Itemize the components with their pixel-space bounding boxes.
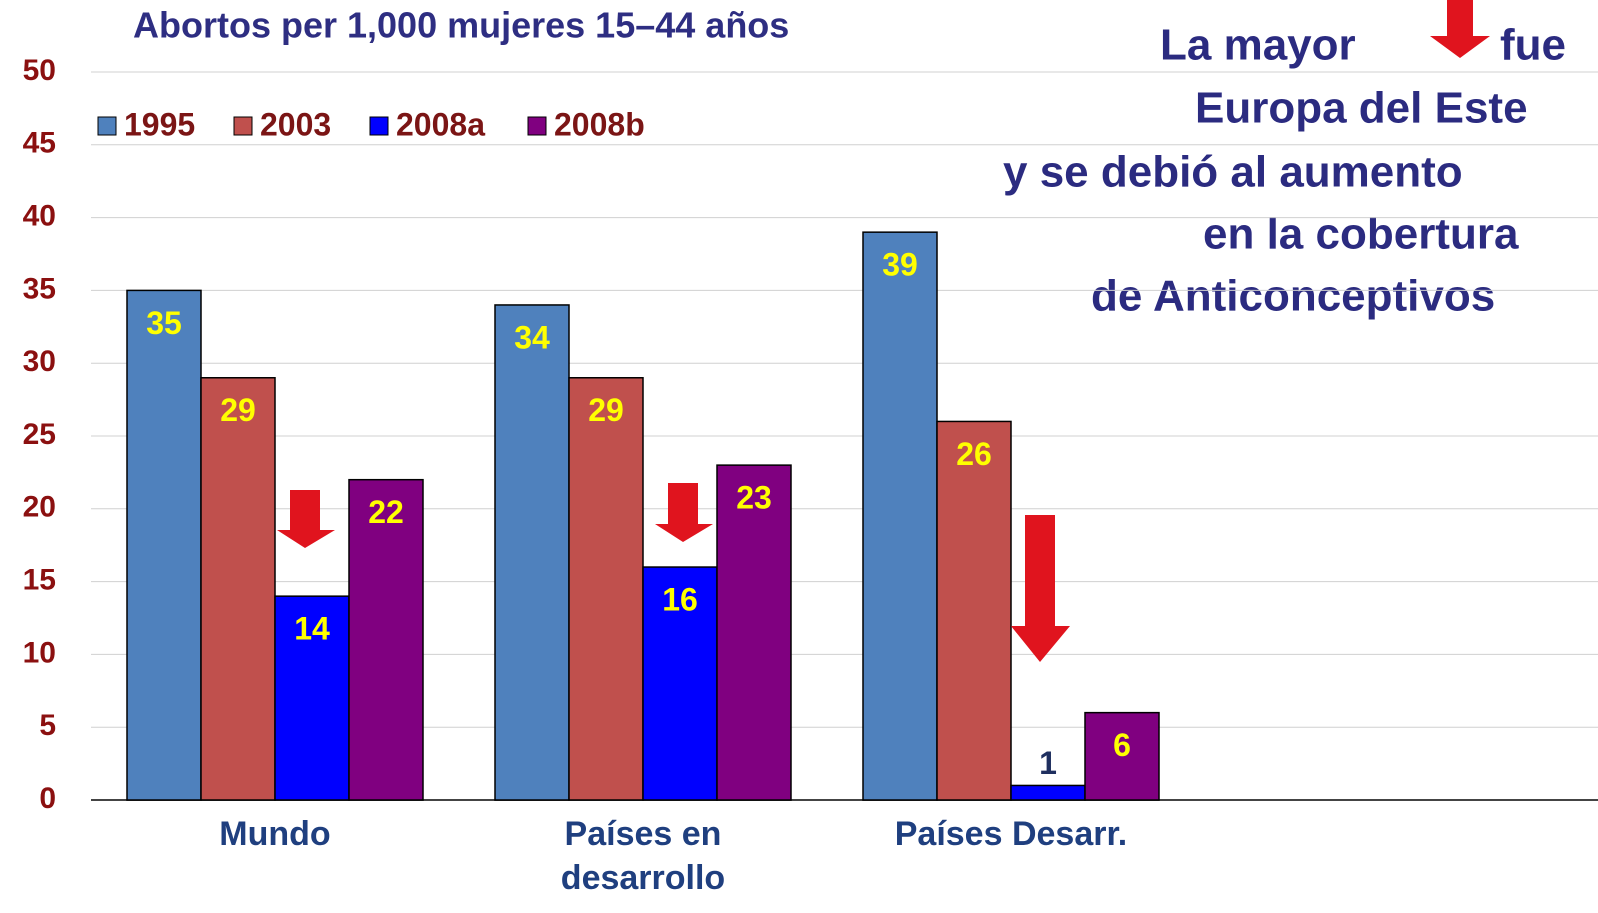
y-tick-label: 15: [23, 564, 56, 597]
y-tick-label: 40: [23, 200, 56, 233]
bar: [568, 377, 644, 801]
x-tick-label: Países Desarr.: [894, 815, 1128, 853]
legend-swatch: [369, 116, 389, 136]
bar: [348, 478, 424, 801]
legend-swatch: [233, 116, 253, 136]
value-label: 35: [146, 305, 182, 341]
bar: [936, 420, 1012, 801]
legend-swatch: [97, 116, 117, 136]
value-label: 29: [588, 392, 624, 428]
arrow: [1430, 0, 1490, 58]
annotation-line: y se debió al aumento: [1003, 148, 1463, 197]
bar: [716, 464, 792, 801]
bar: [494, 304, 570, 801]
chart-title: Abortos per 1,000 mujeres 15–44 años: [133, 5, 789, 46]
arrow: [277, 490, 335, 548]
y-tick-label: 10: [23, 636, 56, 669]
value-label: 6: [1113, 727, 1131, 763]
annotation: La mayor fue Europa del Este y se debió …: [1003, 21, 1566, 321]
annotation-line: en la cobertura: [1203, 210, 1519, 259]
value-label: 34: [514, 319, 550, 355]
x-tick-label: Países en desarrollo: [560, 815, 726, 897]
bar: [642, 566, 718, 801]
x-tick-label: Mundo: [219, 815, 331, 853]
annotation-line: La mayor: [1160, 21, 1356, 70]
y-tick-label: 35: [23, 272, 56, 305]
bar: [126, 289, 202, 801]
legend-label: 2008a: [396, 106, 485, 142]
arrow: [1011, 515, 1070, 662]
y-tick-label: 25: [23, 418, 56, 451]
bar: [200, 377, 276, 801]
legend-swatch: [527, 116, 547, 136]
bar: [862, 231, 938, 801]
value-label: 14: [294, 611, 330, 647]
annotation-line: fue: [1500, 21, 1566, 70]
annotation-line: Europa del Este: [1195, 84, 1528, 133]
y-tick-label: 45: [23, 127, 56, 160]
legend-label: 2008b: [554, 106, 645, 142]
value-label: 29: [220, 392, 256, 428]
y-tick-label: 0: [39, 782, 56, 815]
value-label: 1: [1039, 745, 1057, 781]
y-tick-label: 20: [23, 491, 56, 524]
bar: [274, 595, 350, 801]
legend-label: 2003: [260, 106, 331, 142]
y-tick-label: 5: [39, 709, 56, 742]
value-label: 26: [956, 436, 992, 472]
value-label: 22: [368, 494, 404, 530]
y-tick-label: 50: [23, 54, 56, 87]
arrows: [277, 0, 1490, 662]
y-tick-label: 30: [23, 345, 56, 378]
annotation-line: de Anticonceptivos: [1091, 272, 1495, 321]
value-label: 16: [662, 581, 698, 617]
bar: [1084, 711, 1160, 801]
bar: [1010, 784, 1086, 801]
legend-label: 1995: [124, 106, 195, 142]
value-label: 39: [882, 247, 918, 283]
value-label: 23: [736, 480, 772, 516]
arrow: [655, 483, 713, 542]
